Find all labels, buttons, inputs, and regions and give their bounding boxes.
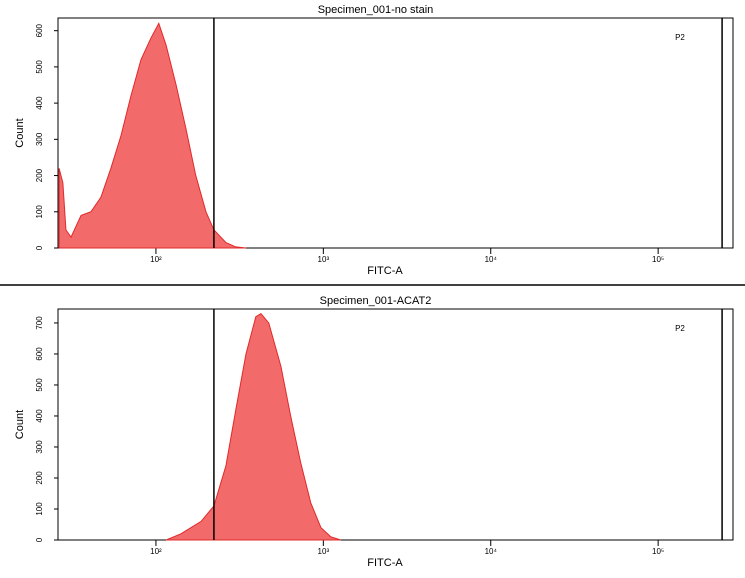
y-tick-label: 600: [35, 347, 44, 361]
x-tick-label: 10²: [150, 547, 162, 556]
gate-label: P2: [675, 324, 685, 333]
y-tick-label: 600: [35, 23, 44, 37]
histogram-area: [165, 313, 341, 541]
y-tick-label: 200: [35, 471, 44, 485]
x-tick-label: 10⁴: [485, 255, 498, 264]
y-axis-label: Count: [14, 118, 26, 147]
y-tick-label: 300: [35, 440, 44, 454]
y-tick-label: 0: [35, 245, 44, 250]
y-tick-label: 400: [35, 409, 44, 423]
y-tick-label: 100: [35, 502, 44, 516]
y-tick-label: 500: [35, 378, 44, 392]
histogram-area: [58, 22, 247, 249]
x-tick-label: 10³: [318, 547, 330, 556]
gate-label: P2: [675, 33, 685, 42]
y-tick-label: 300: [35, 132, 44, 146]
x-axis-label: FITC-A: [367, 557, 403, 569]
y-tick-label: 100: [35, 205, 44, 219]
chart-title: Specimen_001-no stain: [318, 4, 434, 16]
plot-frame: [57, 308, 734, 541]
y-tick-label: 200: [35, 168, 44, 182]
y-tick-label: 500: [35, 60, 44, 74]
plot-frame: [57, 17, 734, 249]
x-axis-label: FITC-A: [367, 265, 403, 277]
x-tick-label: 10²: [150, 255, 162, 264]
y-tick-label: 400: [35, 96, 44, 110]
y-tick-label: 700: [35, 316, 44, 330]
x-tick-label: 10⁵: [652, 547, 664, 556]
x-tick-label: 10³: [318, 255, 330, 264]
x-tick-label: 10⁴: [485, 547, 498, 556]
y-tick-label: 0: [35, 537, 44, 542]
x-tick-label: 10⁵: [652, 255, 664, 264]
chart-title: Specimen_001-ACAT2: [320, 295, 432, 307]
y-axis-label: Count: [14, 410, 26, 439]
